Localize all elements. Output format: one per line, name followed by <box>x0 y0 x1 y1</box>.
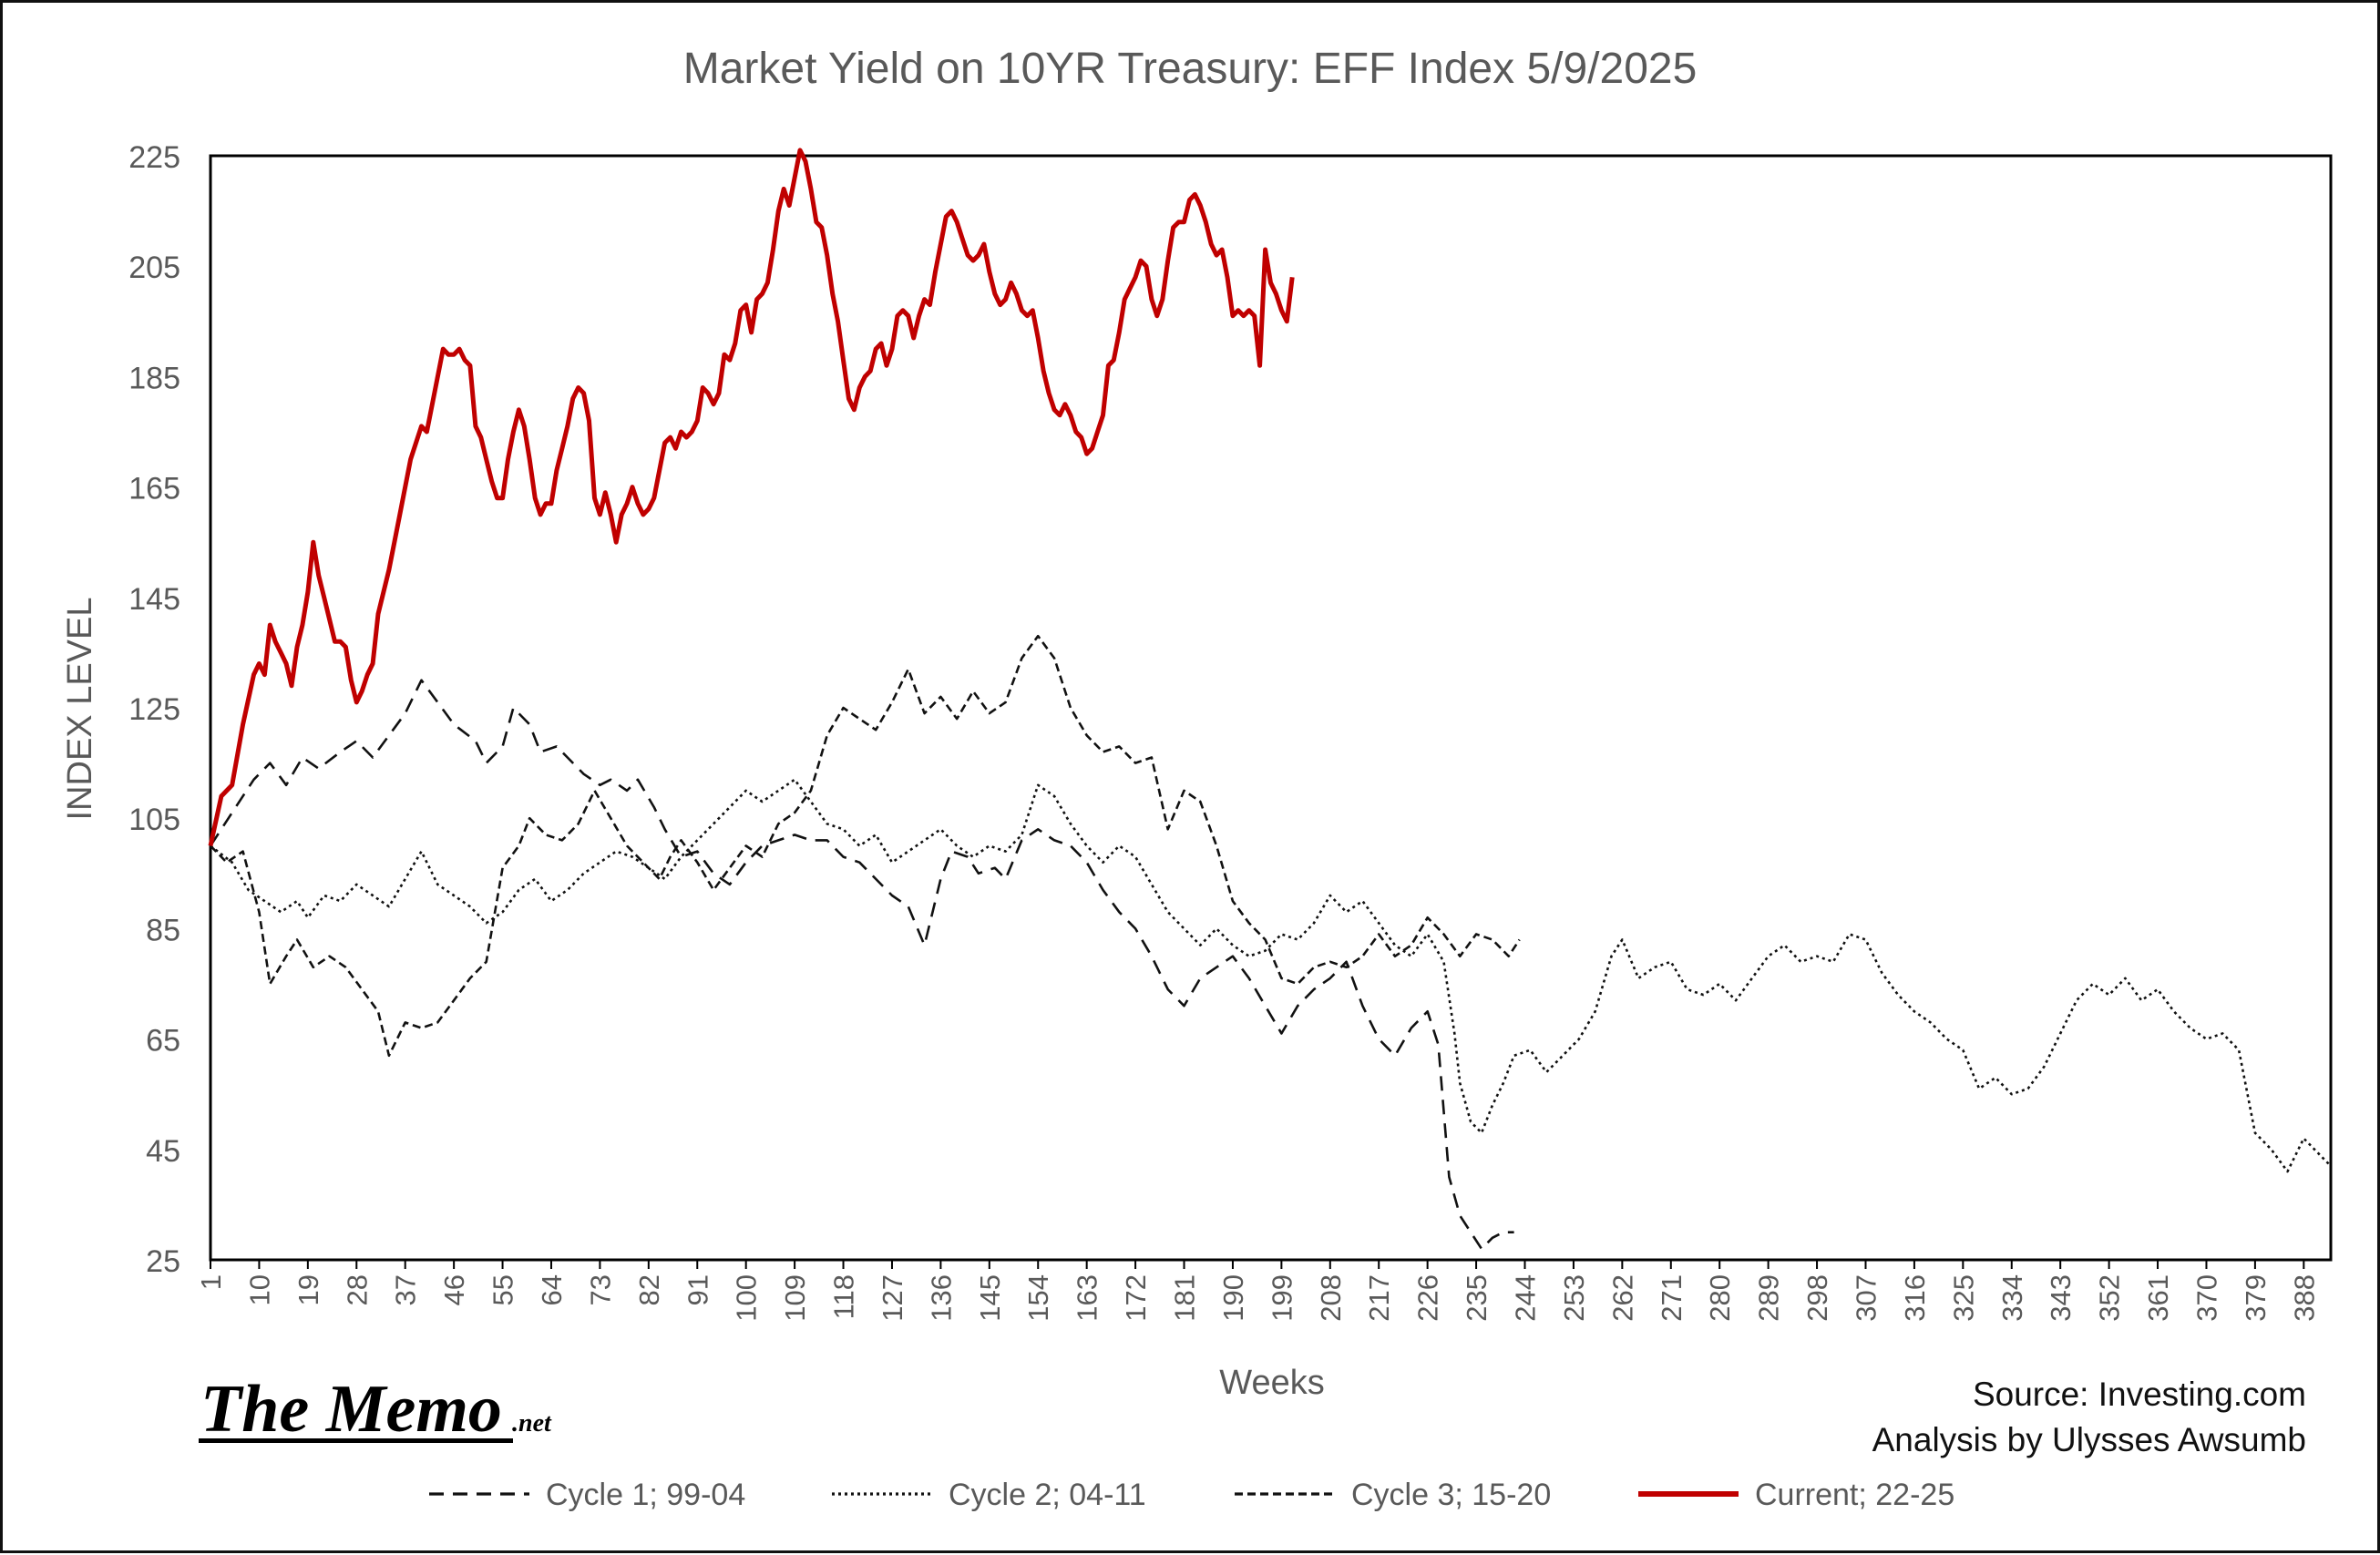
legend-label: Cycle 1; 99-04 <box>546 1478 745 1512</box>
x-tick-label: 37 <box>390 1274 422 1305</box>
x-tick-label: 136 <box>925 1274 957 1322</box>
x-tick-label: 208 <box>1315 1274 1347 1322</box>
x-tick-label: 280 <box>1704 1274 1736 1322</box>
chart-title: Market Yield on 10YR Treasury: EFF Index… <box>683 45 1698 93</box>
y-tick-label: 45 <box>146 1134 180 1169</box>
x-tick-label: 388 <box>2288 1274 2320 1322</box>
x-tick-label: 199 <box>1266 1274 1298 1322</box>
y-tick-label: 25 <box>146 1244 180 1279</box>
x-tick-label: 82 <box>633 1274 665 1305</box>
x-tick-label: 271 <box>1656 1274 1688 1322</box>
x-tick-label: 1 <box>195 1274 227 1290</box>
x-tick-label: 379 <box>2240 1274 2272 1322</box>
legend-label: Cycle 3; 15-20 <box>1351 1478 1551 1512</box>
y-tick-label: 105 <box>128 803 180 837</box>
analysis-text: Analysis by Ulysses Awsumb <box>1872 1421 2306 1458</box>
legend: Cycle 1; 99-04 Cycle 2; 04-11 Cycle 3; 15-… <box>429 1478 1954 1512</box>
x-tick-label: 217 <box>1363 1274 1395 1322</box>
series-line-cycle-3 <box>210 634 1521 1058</box>
x-tick-label: 163 <box>1072 1274 1103 1322</box>
x-tick-label: 289 <box>1753 1274 1785 1322</box>
series-line-cycle-1 <box>209 679 1514 1251</box>
legend-label: Cycle 2; 04-11 <box>949 1478 1146 1512</box>
x-tick-label: 118 <box>828 1274 860 1319</box>
x-tick-label: 55 <box>487 1274 519 1305</box>
logo-suffix: .net <box>512 1409 552 1437</box>
series-line-cycle-2 <box>210 778 2332 1173</box>
x-axis-label: Weeks <box>1219 1364 1324 1402</box>
x-tick-label: 154 <box>1022 1274 1054 1322</box>
x-tick-label: 226 <box>1412 1274 1444 1322</box>
y-tick-label: 145 <box>128 582 180 617</box>
x-tick-label: 307 <box>1850 1274 1882 1322</box>
x-tick-label: 64 <box>536 1274 568 1305</box>
y-tick-label: 85 <box>146 913 180 947</box>
x-tick-label: 253 <box>1558 1274 1590 1322</box>
x-tick-label: 343 <box>2045 1274 2077 1322</box>
x-tick-label: 172 <box>1120 1274 1152 1322</box>
x-tick-label: 244 <box>1510 1274 1542 1322</box>
x-axis-ticks: 1 10 19 28 37 46 55 64 73 82 91 100 109 118 127 136 145 1… <box>195 1260 2320 1322</box>
x-tick-label: 298 <box>1801 1274 1833 1322</box>
legend-label: Current; 22-25 <box>1755 1478 1954 1512</box>
y-tick-label: 125 <box>128 692 180 727</box>
series-layer <box>208 148 2332 1251</box>
x-tick-label: 46 <box>438 1274 470 1305</box>
logo-main: The Memo <box>200 1372 502 1447</box>
x-tick-label: 352 <box>2094 1274 2126 1322</box>
series-line-current <box>208 148 1295 847</box>
y-axis-ticks: 25 45 65 85 105 125 145 165 185 205 225 <box>128 140 180 1279</box>
y-axis-label: INDEX LEVEL <box>61 598 99 821</box>
x-tick-label: 19 <box>292 1274 324 1305</box>
line-chart: Market Yield on 10YR Treasury: EFF Index… <box>61 45 2333 1512</box>
x-tick-label: 361 <box>2142 1274 2174 1322</box>
x-tick-label: 316 <box>1899 1274 1931 1322</box>
y-tick-label: 165 <box>128 472 180 506</box>
x-tick-label: 109 <box>779 1274 811 1322</box>
x-tick-label: 145 <box>974 1274 1006 1322</box>
x-tick-label: 235 <box>1461 1274 1493 1322</box>
y-tick-label: 205 <box>128 251 180 285</box>
x-tick-label: 190 <box>1217 1274 1249 1322</box>
x-tick-label: 73 <box>584 1274 616 1305</box>
x-tick-label: 262 <box>1606 1274 1638 1322</box>
x-tick-label: 100 <box>731 1274 763 1322</box>
source-text: Source: Investing.com <box>1973 1376 2306 1413</box>
x-tick-label: 127 <box>877 1274 908 1322</box>
x-tick-label: 91 <box>682 1274 713 1305</box>
logo-underline <box>199 1438 513 1443</box>
x-tick-label: 28 <box>341 1274 373 1305</box>
y-tick-label: 65 <box>146 1024 180 1059</box>
x-tick-label: 325 <box>1947 1274 1979 1322</box>
x-tick-label: 334 <box>1996 1274 2028 1322</box>
x-tick-label: 10 <box>243 1274 275 1305</box>
x-tick-label: 181 <box>1169 1274 1201 1322</box>
plot-area <box>209 154 2333 1262</box>
logo: The Memo .net <box>199 1372 552 1447</box>
x-tick-label: 370 <box>2190 1274 2222 1322</box>
y-tick-label: 185 <box>128 361 180 395</box>
y-tick-label: 225 <box>128 140 180 175</box>
